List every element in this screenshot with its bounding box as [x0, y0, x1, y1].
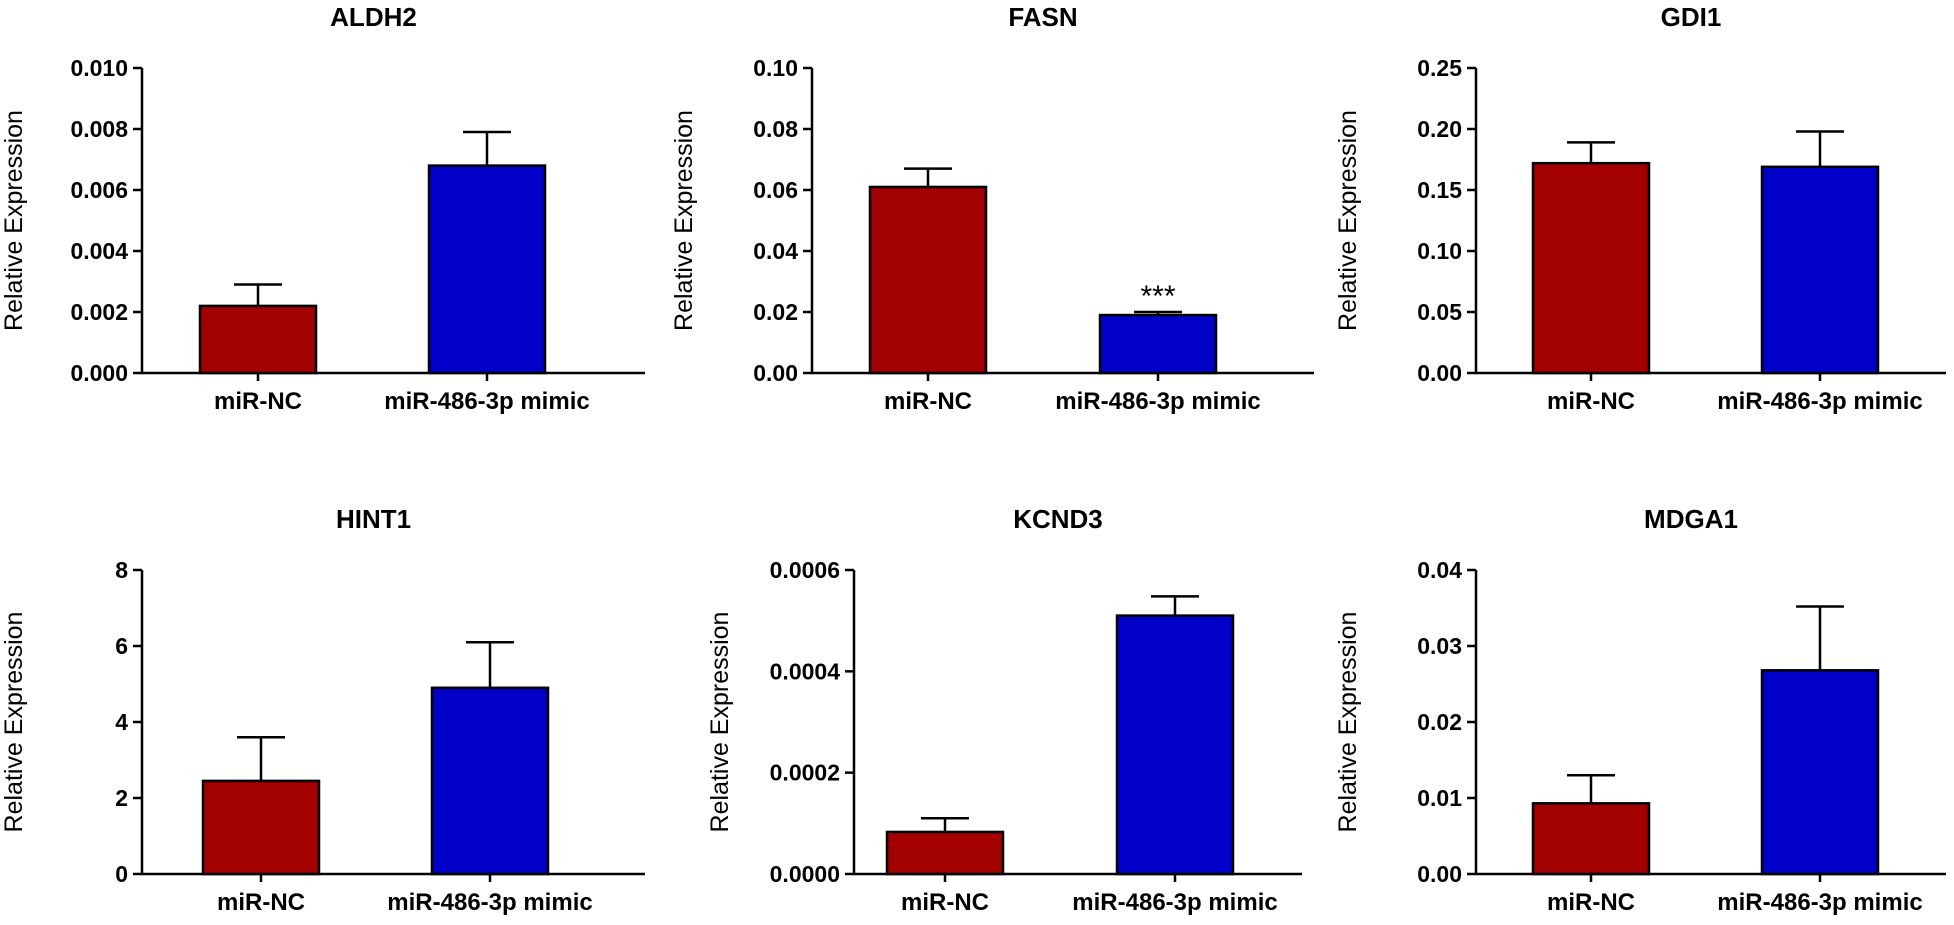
chart-panel-aldh2: ALDH2 Relative Expression 0.000 0.002 0.004 0…: [0, 2, 645, 415]
y-tick-label: 0.03: [1417, 633, 1462, 659]
y-tick-label: 0.002: [70, 299, 128, 325]
category-label: miR-486-3p mimic: [1072, 889, 1277, 916]
category-label: miR-486-3p mimic: [384, 388, 589, 415]
y-axis-label: Relative Expression: [0, 612, 28, 833]
category-label: miR-NC: [901, 889, 989, 916]
y-tick-label: 2: [115, 785, 128, 811]
y-axis-label: Relative Expression: [1334, 612, 1362, 833]
y-tick-label: 0.01: [1417, 785, 1462, 811]
bar-mir-nc: [1531, 161, 1651, 375]
category-label: miR-486-3p mimic: [1055, 388, 1260, 415]
chart-title: FASN: [1008, 2, 1077, 32]
category-label: miR-486-3p mimic: [1717, 889, 1922, 916]
y-tick-label: 0.10: [753, 55, 798, 81]
y-tick-label: 0.10: [1417, 238, 1462, 264]
y-tick-label: 0.0006: [770, 557, 840, 583]
category-label: miR-NC: [217, 889, 305, 916]
chart-title: HINT1: [336, 504, 411, 534]
bar-mir-486-3p-mimic: [1760, 669, 1880, 876]
y-tick-label: 0.0002: [770, 760, 840, 786]
y-tick-label: 0.010: [70, 55, 128, 81]
category-label: miR-NC: [1547, 889, 1635, 916]
bar-mir-486-3p-mimic: [1098, 313, 1218, 375]
category-label: miR-NC: [1547, 388, 1635, 415]
y-tick-label: 4: [115, 709, 128, 735]
y-tick-label: 0: [115, 861, 128, 887]
bar-mir-nc: [198, 304, 318, 375]
chart-panel-kcnd3: KCND3 Relative Expression 0.0000 0.0002 0.00…: [706, 504, 1302, 916]
y-tick-label: 0.0004: [770, 658, 841, 684]
y-tick-label: 0.000: [70, 360, 128, 386]
y-tick-label: 0.04: [753, 238, 798, 264]
bar-mir-486-3p-mimic: [430, 686, 550, 876]
y-axis-label: Relative Expression: [0, 110, 28, 331]
chart-title: KCND3: [1013, 504, 1103, 534]
bar-mir-nc: [1531, 802, 1651, 876]
y-axis-label: Relative Expression: [706, 612, 734, 833]
category-label: miR-NC: [214, 388, 302, 415]
y-tick-label: 0.06: [753, 177, 798, 203]
y-tick-label: 0.00: [1417, 861, 1462, 887]
category-label: miR-486-3p mimic: [387, 889, 592, 916]
y-tick-label: 0.008: [70, 116, 128, 142]
y-tick-label: 8: [115, 557, 128, 583]
y-tick-label: 0.05: [1417, 299, 1462, 325]
y-axis-label: Relative Expression: [1334, 110, 1362, 331]
bar-mir-486-3p-mimic: [427, 164, 547, 375]
category-label: miR-486-3p mimic: [1717, 388, 1922, 415]
chart-panel-fasn: FASN Relative Expression 0.00 0.02 0.04 0.06 0…: [670, 2, 1314, 415]
y-tick-label: 0.08: [753, 116, 798, 142]
y-tick-label: 0.00: [1417, 360, 1462, 386]
y-tick-label: 0.02: [753, 299, 798, 325]
chart-panel-hint1: HINT1 Relative Expression 0 2 4 6 8 miR-NC miR-4…: [0, 504, 645, 916]
significance-annotation: ***: [1140, 280, 1175, 313]
y-tick-label: 0.15: [1417, 177, 1462, 203]
y-tick-label: 0.00: [753, 360, 798, 386]
y-tick-label: 0.0000: [770, 861, 840, 887]
bar-mir-nc: [201, 779, 321, 876]
y-tick-label: 0.25: [1417, 55, 1462, 81]
category-label: miR-NC: [884, 388, 972, 415]
y-tick-label: 6: [115, 633, 128, 659]
bar-mir-nc: [868, 185, 988, 375]
chart-title: MDGA1: [1644, 504, 1738, 534]
chart-panel-mdga1: MDGA1 Relative Expression 0.00 0.01 0.02 0.03…: [1334, 504, 1946, 916]
y-axis-label: Relative Expression: [670, 110, 698, 331]
y-tick-label: 0.04: [1417, 557, 1462, 583]
y-tick-label: 0.006: [70, 177, 128, 203]
chart-title: ALDH2: [330, 2, 417, 32]
bar-mir-486-3p-mimic: [1760, 165, 1880, 375]
bar-mir-486-3p-mimic: [1115, 614, 1235, 876]
y-tick-label: 0.004: [70, 238, 128, 264]
bar-mir-nc: [885, 830, 1005, 876]
chart-panel-gdi1: GDI1 Relative Expression 0.00 0.05 0.10 0.15 0…: [1334, 2, 1946, 415]
y-tick-label: 0.20: [1417, 116, 1462, 142]
y-tick-label: 0.02: [1417, 709, 1462, 735]
chart-title: GDI1: [1661, 2, 1722, 32]
